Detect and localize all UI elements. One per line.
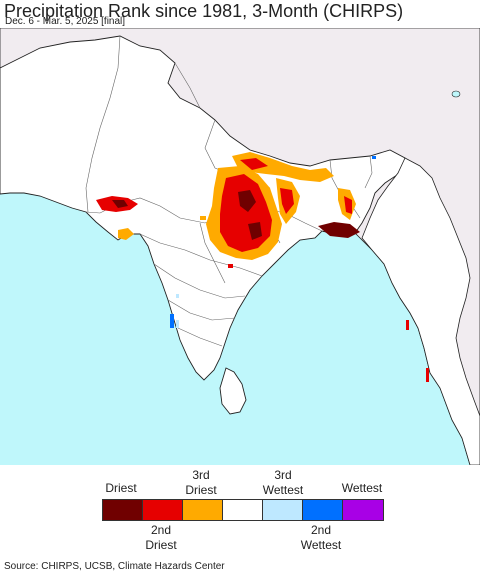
legend-label-driest: Driest	[105, 481, 137, 495]
legend-label-2nd-wettest: 2nd Wettest	[300, 523, 342, 552]
legend-swatch-1	[143, 500, 183, 520]
land-myanmar	[361, 157, 480, 465]
land-sri-lanka	[219, 367, 247, 415]
legend-label-3rd-wettest: 3rd Wettest	[262, 468, 304, 497]
legend-swatch-5	[303, 500, 343, 520]
precipitation-rank-map	[0, 28, 480, 465]
legend-swatch-6	[343, 500, 383, 520]
legend-label-wettest: Wettest	[341, 481, 383, 495]
rank-patches	[96, 90, 461, 382]
legend-swatch-0	[103, 500, 143, 520]
source-credit: Source: CHIRPS, UCSB, Climate Hazards Ce…	[4, 561, 225, 572]
legend-swatch-2	[183, 500, 223, 520]
legend-swatches	[102, 499, 384, 521]
legend-swatch-3	[223, 500, 263, 520]
legend: Driest 3rd Driest 3rd Wettest Wettest 2n…	[0, 468, 480, 554]
legend-swatch-4	[263, 500, 303, 520]
legend-label-3rd-driest: 3rd Driest	[185, 468, 217, 497]
legend-label-2nd-driest: 2nd Driest	[145, 523, 177, 552]
map-title: Precipitation Rank since 1981, 3-Month (…	[4, 1, 404, 21]
map-subtitle: Dec. 6 - Mar. 5, 2025 [final]	[5, 16, 126, 27]
